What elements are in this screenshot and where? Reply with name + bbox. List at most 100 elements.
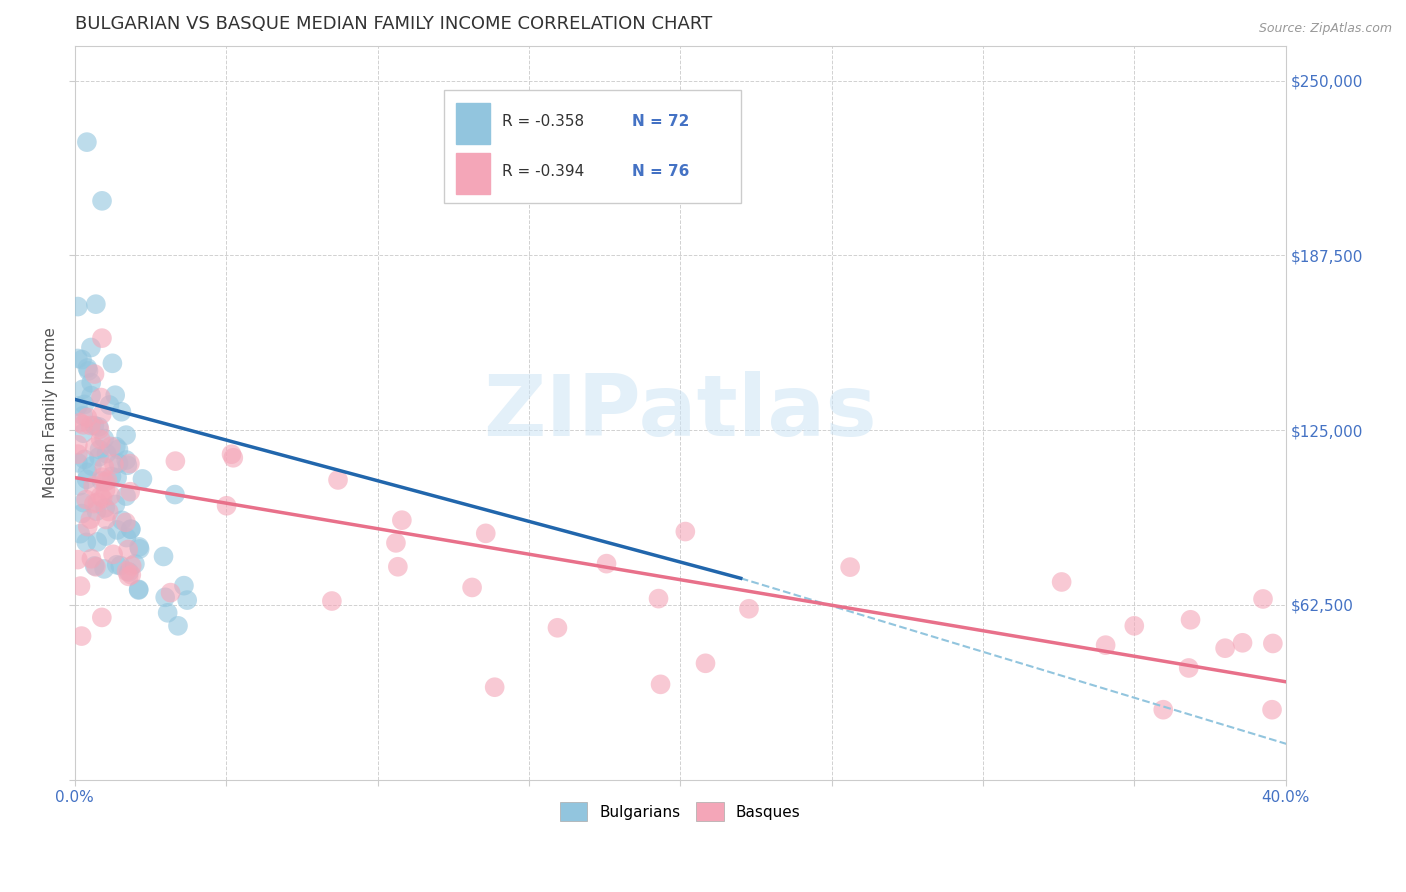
Point [94,512,117,526]
Point [173,579,195,593]
Point [738,601,761,615]
Point [673,524,696,539]
Point [156,606,179,620]
Point [120,567,142,582]
Point [86,495,108,509]
Point [72,382,94,396]
Text: BULGARIAN VS BASQUE MEDIAN FAMILY INCOME CORRELATION CHART: BULGARIAN VS BASQUE MEDIAN FAMILY INCOME… [75,15,711,33]
Point [176,593,198,607]
Point [484,680,506,694]
Point [104,498,127,512]
Point [80,418,103,433]
Point [72,409,94,423]
Point [104,388,127,402]
Point [595,557,617,571]
Point [96,474,118,488]
Point [1251,591,1274,606]
Point [83,497,105,511]
Legend: Bulgarians, Basques: Bulgarians, Basques [554,797,807,827]
Point [90,407,112,421]
Point [115,531,138,545]
Point [105,523,128,537]
Point [100,469,122,483]
Point [84,297,107,311]
Point [103,457,125,471]
Point [117,569,139,583]
Point [86,535,108,549]
Point [87,420,110,434]
Point [80,459,103,474]
Point [647,591,669,606]
Point [128,582,150,597]
Point [215,499,238,513]
Point [117,542,139,557]
Point [839,560,862,574]
Point [461,581,484,595]
Point [70,507,93,521]
Point [69,579,91,593]
Point [90,433,112,447]
Point [120,484,142,499]
Point [69,526,91,541]
Point [66,300,89,314]
Text: N = 76: N = 76 [631,164,689,179]
Point [1123,619,1146,633]
Point [76,410,98,425]
Point [152,549,174,564]
Point [84,559,107,574]
Point [70,352,93,367]
Point [104,440,127,454]
Point [66,438,89,452]
Point [101,547,124,561]
Point [83,558,105,573]
Point [1261,703,1284,717]
Point [97,504,120,518]
Point [153,591,176,605]
Point [91,331,114,345]
Y-axis label: Median Family Income: Median Family Income [44,327,58,498]
Point [321,594,343,608]
Point [128,541,150,556]
Point [80,388,103,402]
Text: N = 72: N = 72 [631,114,689,129]
Point [94,483,117,497]
Point [100,440,122,454]
Point [1180,613,1202,627]
Point [72,495,94,509]
Point [89,422,111,436]
Point [76,466,98,480]
Point [128,540,150,554]
Point [115,516,138,530]
Point [66,552,89,566]
Point [167,619,190,633]
Point [73,397,96,411]
Point [93,562,115,576]
Point [76,519,98,533]
Point [76,361,98,376]
Point [83,440,105,454]
Point [105,470,128,484]
Point [101,356,124,370]
Point [695,657,717,671]
Point [115,428,138,442]
Point [66,399,89,413]
Point [76,472,98,486]
Point [115,489,138,503]
Point [90,391,112,405]
Point [98,398,121,412]
Point [70,629,93,643]
Point [73,452,96,467]
Point [93,432,115,446]
Point [326,473,349,487]
Point [90,610,112,624]
Point [94,475,117,489]
Point [111,513,134,527]
Point [107,456,129,470]
Point [121,558,143,573]
Point [131,472,153,486]
Point [80,551,103,566]
Point [387,559,409,574]
Point [93,460,115,475]
Point [1261,636,1284,650]
Point [80,376,103,390]
